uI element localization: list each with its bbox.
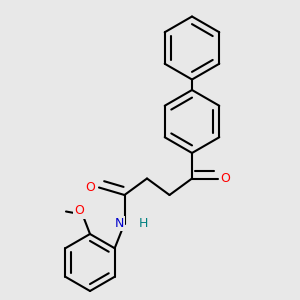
- Text: N: N: [114, 217, 124, 230]
- Text: H: H: [138, 217, 148, 230]
- Text: O: O: [86, 181, 95, 194]
- Text: O: O: [75, 204, 84, 218]
- Text: O: O: [220, 172, 230, 185]
